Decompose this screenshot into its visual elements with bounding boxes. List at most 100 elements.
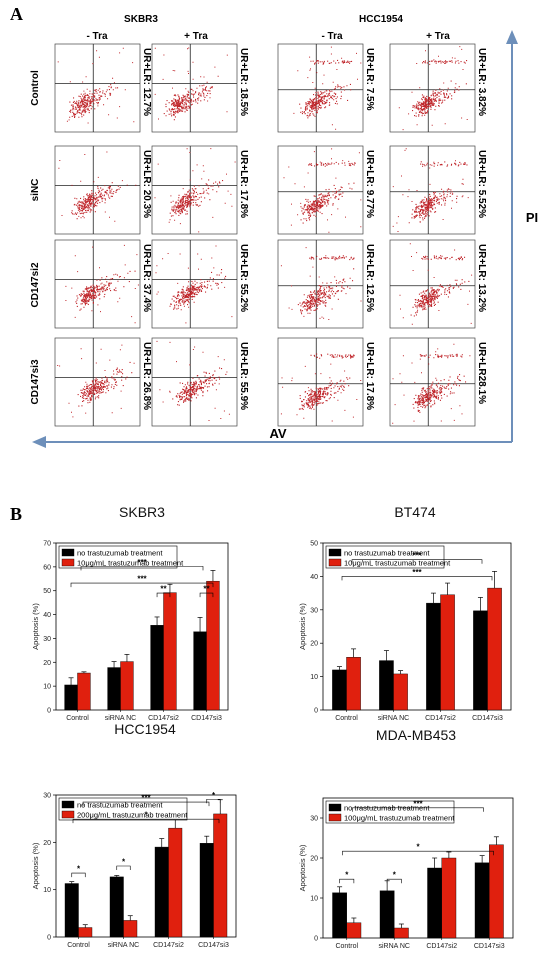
bar <box>154 846 169 938</box>
y-tick-label: 20 <box>310 856 318 863</box>
flow-plot-frame <box>389 145 476 235</box>
bar <box>379 660 394 711</box>
y-axis-label: Apoptosis (%) <box>298 844 307 891</box>
flow-plot-frame <box>151 145 238 235</box>
legend-entry: 10μg/mL trastuzumab treatment <box>344 559 451 568</box>
flow-plot: UR+LR: 12.7% <box>54 43 152 133</box>
significance-label: * <box>212 791 216 800</box>
chart-title: HCC1954 <box>114 721 176 737</box>
flow-plot-frame <box>277 239 364 329</box>
x-category-label: Control <box>67 942 90 949</box>
flow-plot: UR+LR: 18.5% <box>151 43 249 133</box>
significance-label: *** <box>413 799 423 808</box>
legend-swatch <box>61 558 75 567</box>
ur-lr-label: UR+LR: 55.9% <box>238 342 249 410</box>
bar-chart: MDA-MB453 0 10 20 30 Apoptosis (%) Control siRN… <box>298 727 514 950</box>
y-tick-label: 0 <box>47 708 51 715</box>
flow-plot: UR+LR: 55.9% <box>151 337 249 427</box>
bar-chart: HCC1954 0 10 20 30 Apoptosis (%) Control siRNA … <box>31 721 237 949</box>
flow-plot-frame <box>389 43 476 133</box>
x-category-label: CD147si3 <box>472 715 503 722</box>
significance-label: * <box>345 871 349 880</box>
x-category-label: CD147si2 <box>426 943 457 950</box>
flow-plot: UR+LR: 17.8% <box>151 145 249 235</box>
significance-label: ** <box>203 585 210 594</box>
y-tick-label: 30 <box>310 816 318 823</box>
significance-bracket <box>80 566 204 571</box>
bar <box>78 927 93 938</box>
y-tick-label: 20 <box>43 840 51 847</box>
panel-b-letter: B <box>10 504 22 524</box>
flow-plot: UR+LR: 3.82% <box>389 43 487 133</box>
flow-plot: UR+LR28.1% <box>389 337 487 427</box>
bar <box>107 667 121 711</box>
x-category-label: Control <box>335 715 358 722</box>
x-category-label: siRNA NC <box>378 943 410 950</box>
y-tick-label: 0 <box>47 935 51 942</box>
flow-plot-frame <box>277 43 364 133</box>
y-tick-label: 30 <box>43 636 51 643</box>
flow-event-dots <box>392 148 469 232</box>
condition-header-hcc1954-untreated: - Tra <box>321 31 343 42</box>
legend-swatch <box>61 800 75 809</box>
flow-plot: UR+LR: 5.52% <box>389 145 487 235</box>
plot-area-frame <box>55 542 229 711</box>
x-category-label: Control <box>66 715 89 722</box>
significance-label: *** <box>137 558 147 567</box>
condition-header-skbr3-untreated: - Tra <box>86 31 108 42</box>
flow-plot-frame <box>151 239 238 329</box>
legend-swatch <box>61 810 75 819</box>
y-tick-label: 30 <box>43 793 51 800</box>
legend-swatch <box>328 558 342 567</box>
bar <box>426 602 441 711</box>
group-header-skbr3: SKBR3 <box>124 14 158 25</box>
significance-bracket <box>206 798 221 804</box>
bar <box>441 857 457 939</box>
significance-label: *** <box>412 568 422 577</box>
ur-lr-label: UR+LR: 55.2% <box>238 244 249 312</box>
legend-entry: no trastuzumab treatment <box>344 549 430 558</box>
y-axis-label: Apoptosis (%) <box>298 603 307 650</box>
y-axis-label: Apoptosis (%) <box>31 842 40 889</box>
flow-plot-frame <box>54 239 141 329</box>
y-tick-label: 20 <box>43 660 51 667</box>
flow-plot: UR+LR: 17.8% <box>277 337 375 427</box>
flow-plot-frame <box>54 145 141 235</box>
ur-lr-label: UR+LR: 5.52% <box>476 150 487 218</box>
significance-label: ** <box>160 585 167 594</box>
x-category-label: CD147si3 <box>198 942 229 949</box>
legend-swatch <box>328 803 342 812</box>
row-label-control: Control <box>30 70 41 106</box>
flow-plot: UR+LR: 37.4% <box>54 239 152 329</box>
legend-entry: no trastuzumab treatment <box>77 549 163 558</box>
bar <box>199 843 214 938</box>
significance-bracket <box>82 801 210 807</box>
y-tick-label: 0 <box>314 708 318 715</box>
y-tick-label: 70 <box>43 541 51 548</box>
pi-axis-label: PI <box>526 210 538 225</box>
ur-lr-label: UR+LR: 13.2% <box>476 244 487 312</box>
y-tick-label: 0 <box>314 936 318 943</box>
flow-event-dots <box>58 151 137 222</box>
x-category-label: CD147si3 <box>474 943 505 950</box>
ur-lr-label: UR+LR: 3.82% <box>476 48 487 116</box>
y-tick-label: 50 <box>43 588 51 595</box>
bar <box>206 580 220 711</box>
bar <box>109 876 124 938</box>
row-label-cd147si2: CD147si2 <box>30 262 41 307</box>
av-axis-label: AV <box>269 426 286 441</box>
bar <box>346 922 362 939</box>
flow-cytometry-grid: UR+LR: 12.7% UR+LR: 18.5% UR+LR: 7.5% UR+LR… <box>54 43 487 427</box>
x-category-label: siRNA NC <box>105 715 137 722</box>
flow-plot: UR+LR: 9.77% <box>277 145 375 235</box>
significance-label: *** <box>137 575 147 584</box>
bar <box>440 594 455 711</box>
significance-label: * <box>393 871 397 880</box>
plot-area-frame <box>322 542 512 711</box>
ur-lr-label: UR+LR: 17.8% <box>364 342 375 410</box>
bar <box>427 867 442 939</box>
bar-chart: BT474 0 10 20 30 40 50 Apoptosis (%) Control siRN… <box>298 504 512 722</box>
y-axis-label: Apoptosis (%) <box>31 603 40 650</box>
